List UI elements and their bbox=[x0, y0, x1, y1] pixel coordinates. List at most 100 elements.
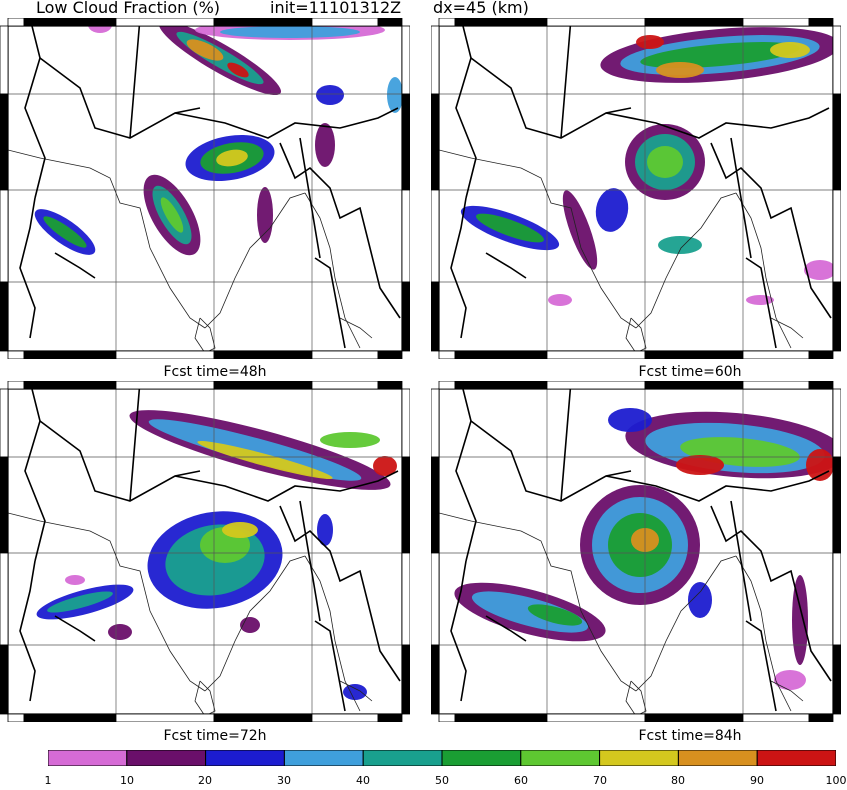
cloud-region bbox=[317, 514, 333, 546]
country-border bbox=[19, 197, 36, 339]
frame-tick-right bbox=[832, 456, 841, 554]
cloud-region bbox=[688, 582, 712, 618]
cloud-region bbox=[792, 575, 808, 665]
country-border bbox=[174, 107, 399, 139]
country-border bbox=[710, 142, 832, 319]
frame-tick-bottom bbox=[377, 713, 403, 722]
country-border bbox=[730, 137, 752, 259]
frame-tick-bottom bbox=[546, 350, 646, 359]
coastline bbox=[431, 147, 637, 329]
cloud-region bbox=[222, 522, 258, 538]
country-border bbox=[470, 420, 632, 502]
frame-tick-bottom bbox=[115, 350, 215, 359]
cloud-region bbox=[43, 216, 87, 248]
colorbar-label-90: 90 bbox=[750, 774, 764, 787]
cloud-region bbox=[658, 236, 702, 254]
frame-tick-right bbox=[832, 93, 841, 191]
frame-tick-right bbox=[401, 456, 410, 554]
frame-tick-bottom bbox=[644, 713, 744, 722]
cloud-region bbox=[595, 188, 629, 232]
frame-tick-right bbox=[832, 644, 841, 715]
country-border bbox=[455, 381, 477, 562]
country-border bbox=[710, 505, 832, 682]
map-panel-3 bbox=[0, 381, 410, 722]
colorbar-segment bbox=[205, 750, 285, 766]
colorbar-segment bbox=[441, 750, 522, 766]
frame-tick-top bbox=[7, 381, 25, 390]
frame-tick-top bbox=[644, 18, 744, 27]
country-border bbox=[485, 252, 527, 279]
frame-tick-bottom bbox=[23, 350, 117, 359]
colorbar-label-1: 1 bbox=[44, 774, 52, 787]
frame-tick-bottom bbox=[438, 713, 456, 722]
map-panel-4-svg bbox=[431, 381, 841, 722]
map-panel-2-svg bbox=[431, 18, 841, 359]
cloud-region bbox=[160, 197, 184, 233]
colorbar-segment bbox=[756, 750, 836, 766]
coastline bbox=[735, 192, 792, 349]
frame-tick-top bbox=[438, 18, 456, 27]
frame-tick-top bbox=[115, 381, 215, 390]
colorbar-segment bbox=[126, 750, 207, 766]
grid-spacing-label: dx=45 (km) bbox=[433, 0, 529, 17]
country-border bbox=[129, 18, 141, 139]
init-time-label: init=11101312Z bbox=[270, 0, 402, 17]
colorbar-label-30: 30 bbox=[277, 774, 291, 787]
frame-tick-top bbox=[742, 381, 810, 390]
coastline bbox=[635, 555, 737, 692]
cloud-region bbox=[197, 440, 333, 480]
colorbar-label-50: 50 bbox=[435, 774, 449, 787]
frame-tick-right bbox=[401, 644, 410, 715]
frame-tick-bottom bbox=[742, 350, 810, 359]
frame-tick-left bbox=[431, 281, 440, 352]
colorbar-label-10: 10 bbox=[120, 774, 134, 787]
frame-tick-top bbox=[454, 381, 548, 390]
frame-tick-left bbox=[431, 93, 440, 191]
country-border bbox=[485, 615, 527, 642]
coastline bbox=[431, 510, 637, 692]
country-border bbox=[745, 620, 777, 712]
frame-tick-top bbox=[213, 381, 313, 390]
country-border bbox=[54, 252, 96, 279]
coastline bbox=[339, 680, 373, 702]
frame-tick-right bbox=[832, 189, 841, 283]
cloud-region bbox=[216, 149, 248, 167]
coastline bbox=[770, 680, 804, 702]
frame-tick-top bbox=[454, 18, 548, 27]
panel-caption-60h: Fcst time=60h bbox=[638, 364, 742, 380]
country-border bbox=[24, 18, 46, 199]
cloud-region bbox=[148, 419, 362, 481]
map-panel-1 bbox=[0, 18, 410, 359]
country-border bbox=[174, 470, 399, 502]
frame-tick-bottom bbox=[115, 713, 215, 722]
coastline bbox=[204, 555, 306, 692]
frame-tick-top bbox=[377, 381, 403, 390]
frame-tick-right bbox=[832, 388, 841, 458]
coastline bbox=[735, 555, 792, 712]
panel-caption-72h: Fcst time=72h bbox=[163, 728, 267, 744]
frame-tick-left bbox=[0, 189, 9, 283]
coastline bbox=[204, 192, 306, 329]
frame-tick-left bbox=[431, 456, 440, 554]
cloud-region bbox=[804, 260, 836, 280]
country-border bbox=[745, 257, 777, 349]
cloud-region bbox=[676, 455, 724, 475]
frame-tick-bottom bbox=[213, 713, 313, 722]
country-border bbox=[605, 470, 830, 502]
frame-tick-left bbox=[0, 93, 9, 191]
frame-tick-left bbox=[0, 456, 9, 554]
colorbar-label-40: 40 bbox=[356, 774, 370, 787]
coastline bbox=[339, 317, 373, 339]
frame-tick-top bbox=[438, 381, 456, 390]
frame-tick-bottom bbox=[454, 350, 548, 359]
country-border bbox=[455, 18, 477, 199]
frame-tick-left bbox=[0, 644, 9, 715]
country-border bbox=[19, 560, 36, 702]
cloud-region bbox=[220, 26, 360, 38]
country-border bbox=[299, 137, 321, 259]
frame-tick-bottom bbox=[808, 713, 834, 722]
cloud-region bbox=[770, 42, 810, 58]
frame-tick-left bbox=[431, 189, 440, 283]
frame-tick-right bbox=[401, 93, 410, 191]
frame-tick-bottom bbox=[438, 350, 456, 359]
